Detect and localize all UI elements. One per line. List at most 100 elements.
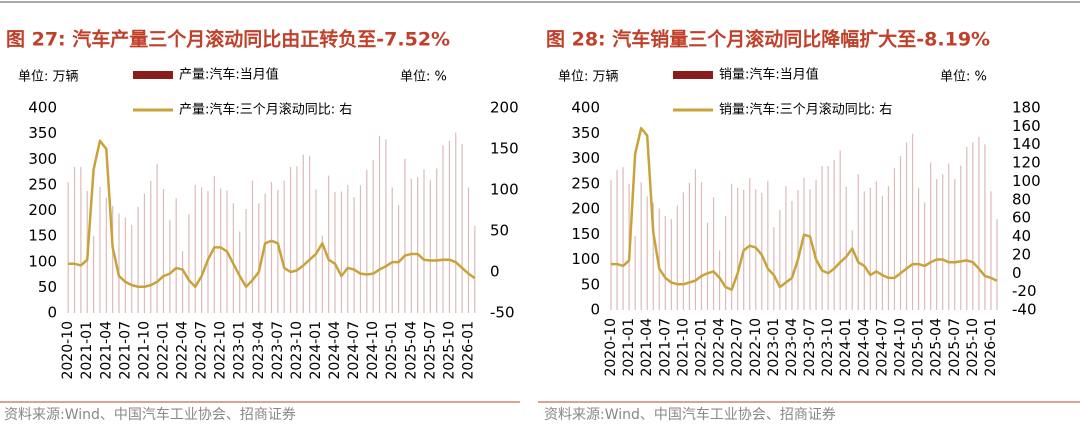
y-tick-label: 0 — [590, 301, 600, 319]
bar — [194, 184, 196, 313]
x-tick-label: 2023-10 — [820, 318, 836, 377]
x-tick-label: 2021-01 — [621, 318, 637, 377]
y-tick-label: 100 — [28, 252, 57, 270]
bar — [948, 163, 950, 310]
x-tick-label: 2022-04 — [712, 318, 728, 377]
bar — [911, 133, 914, 310]
bar — [73, 166, 76, 313]
bar — [851, 230, 853, 310]
y-tick-label: 100 — [571, 250, 600, 268]
y2-tick-label: 100 — [490, 181, 519, 199]
x-tick-label: 2022-01 — [693, 318, 709, 377]
bar — [404, 158, 406, 313]
bar — [646, 196, 648, 310]
bar — [474, 225, 476, 313]
bar — [80, 166, 82, 313]
x-tick-label: 2025-07 — [947, 318, 963, 377]
x-tick-label: 2026-01 — [983, 318, 999, 377]
x-tick-label: 2022-04 — [175, 321, 191, 380]
x-tick-label: 2021-01 — [79, 321, 95, 380]
bar — [779, 210, 781, 310]
bar — [467, 187, 470, 313]
x-tick-label: 2024-10 — [892, 318, 908, 377]
y-tick-label: 350 — [28, 124, 57, 142]
legend-swatch — [673, 71, 713, 79]
bar — [652, 202, 654, 310]
bar — [725, 216, 727, 310]
bar — [296, 166, 298, 313]
bar — [966, 146, 968, 310]
bar — [893, 168, 896, 310]
bar — [309, 155, 311, 313]
legend-label: 产量:汽车:三个月滚动同比: 右 — [179, 102, 352, 118]
bar — [706, 222, 709, 310]
bar — [417, 177, 419, 313]
y2-tick-label: 20 — [1012, 245, 1031, 263]
bar — [845, 186, 847, 310]
y-tick-label: 350 — [571, 124, 600, 142]
y2-tick-label: 150 — [490, 140, 519, 158]
bar — [827, 166, 829, 310]
bar — [232, 203, 234, 313]
bar — [924, 202, 926, 310]
bar — [930, 162, 932, 310]
x-tick-label: 2025-04 — [929, 318, 945, 377]
bar — [181, 250, 184, 313]
x-tick-label: 2024-07 — [874, 318, 890, 377]
bar — [791, 200, 793, 310]
bar — [264, 193, 266, 313]
bar — [201, 187, 203, 313]
bar — [905, 142, 908, 310]
x-tick-label: 2025-01 — [384, 321, 400, 380]
bar — [105, 197, 107, 313]
bar — [378, 136, 381, 313]
x-tick-label: 2025-10 — [441, 321, 457, 380]
x-tick-label: 2025-04 — [403, 321, 419, 380]
bar — [461, 143, 463, 313]
x-tick-label: 2025-07 — [422, 321, 438, 380]
bar — [150, 180, 152, 313]
bar — [334, 192, 336, 313]
x-tick-label: 2024-01 — [308, 321, 324, 380]
bar — [391, 187, 393, 313]
bar — [328, 175, 330, 313]
bar — [340, 191, 342, 313]
bar — [283, 180, 285, 313]
bar — [67, 182, 69, 313]
bar — [682, 192, 684, 310]
x-tick-label: 2023-01 — [232, 321, 248, 380]
bar — [455, 132, 457, 313]
y-tick-label: 200 — [28, 201, 57, 219]
y2-tick-label: 200 — [490, 99, 519, 117]
bar — [616, 170, 618, 310]
bar — [251, 180, 254, 313]
bar — [688, 182, 691, 310]
bar — [881, 195, 883, 310]
bar — [239, 231, 241, 313]
bar — [670, 219, 672, 310]
bar — [436, 168, 438, 313]
x-tick-label: 2024-04 — [856, 318, 872, 377]
bar — [397, 205, 400, 313]
chart-title: 图 28: 汽车销量三个月滚动同比降幅扩大至-8.19% — [546, 28, 990, 51]
y2-tick-label: 0 — [490, 263, 500, 281]
x-tick-label: 2025-01 — [911, 318, 927, 377]
y2-tick-label: 50 — [490, 222, 509, 240]
x-tick-label: 2022-10 — [213, 321, 229, 380]
x-tick-label: 2021-07 — [117, 321, 133, 380]
y-tick-label: 400 — [28, 99, 57, 117]
legend-label: 产量:汽车:当月值 — [179, 67, 279, 83]
bar — [960, 165, 962, 310]
unit-right: 单位: % — [940, 70, 987, 85]
bar — [676, 205, 678, 310]
bar — [899, 155, 902, 310]
bar — [429, 180, 431, 313]
bar — [972, 142, 974, 310]
x-tick-label: 2026-01 — [460, 321, 476, 380]
x-tick-label: 2023-10 — [289, 321, 305, 380]
bar — [773, 227, 775, 310]
bar — [797, 189, 799, 310]
bar — [731, 183, 733, 310]
bar — [277, 190, 279, 313]
